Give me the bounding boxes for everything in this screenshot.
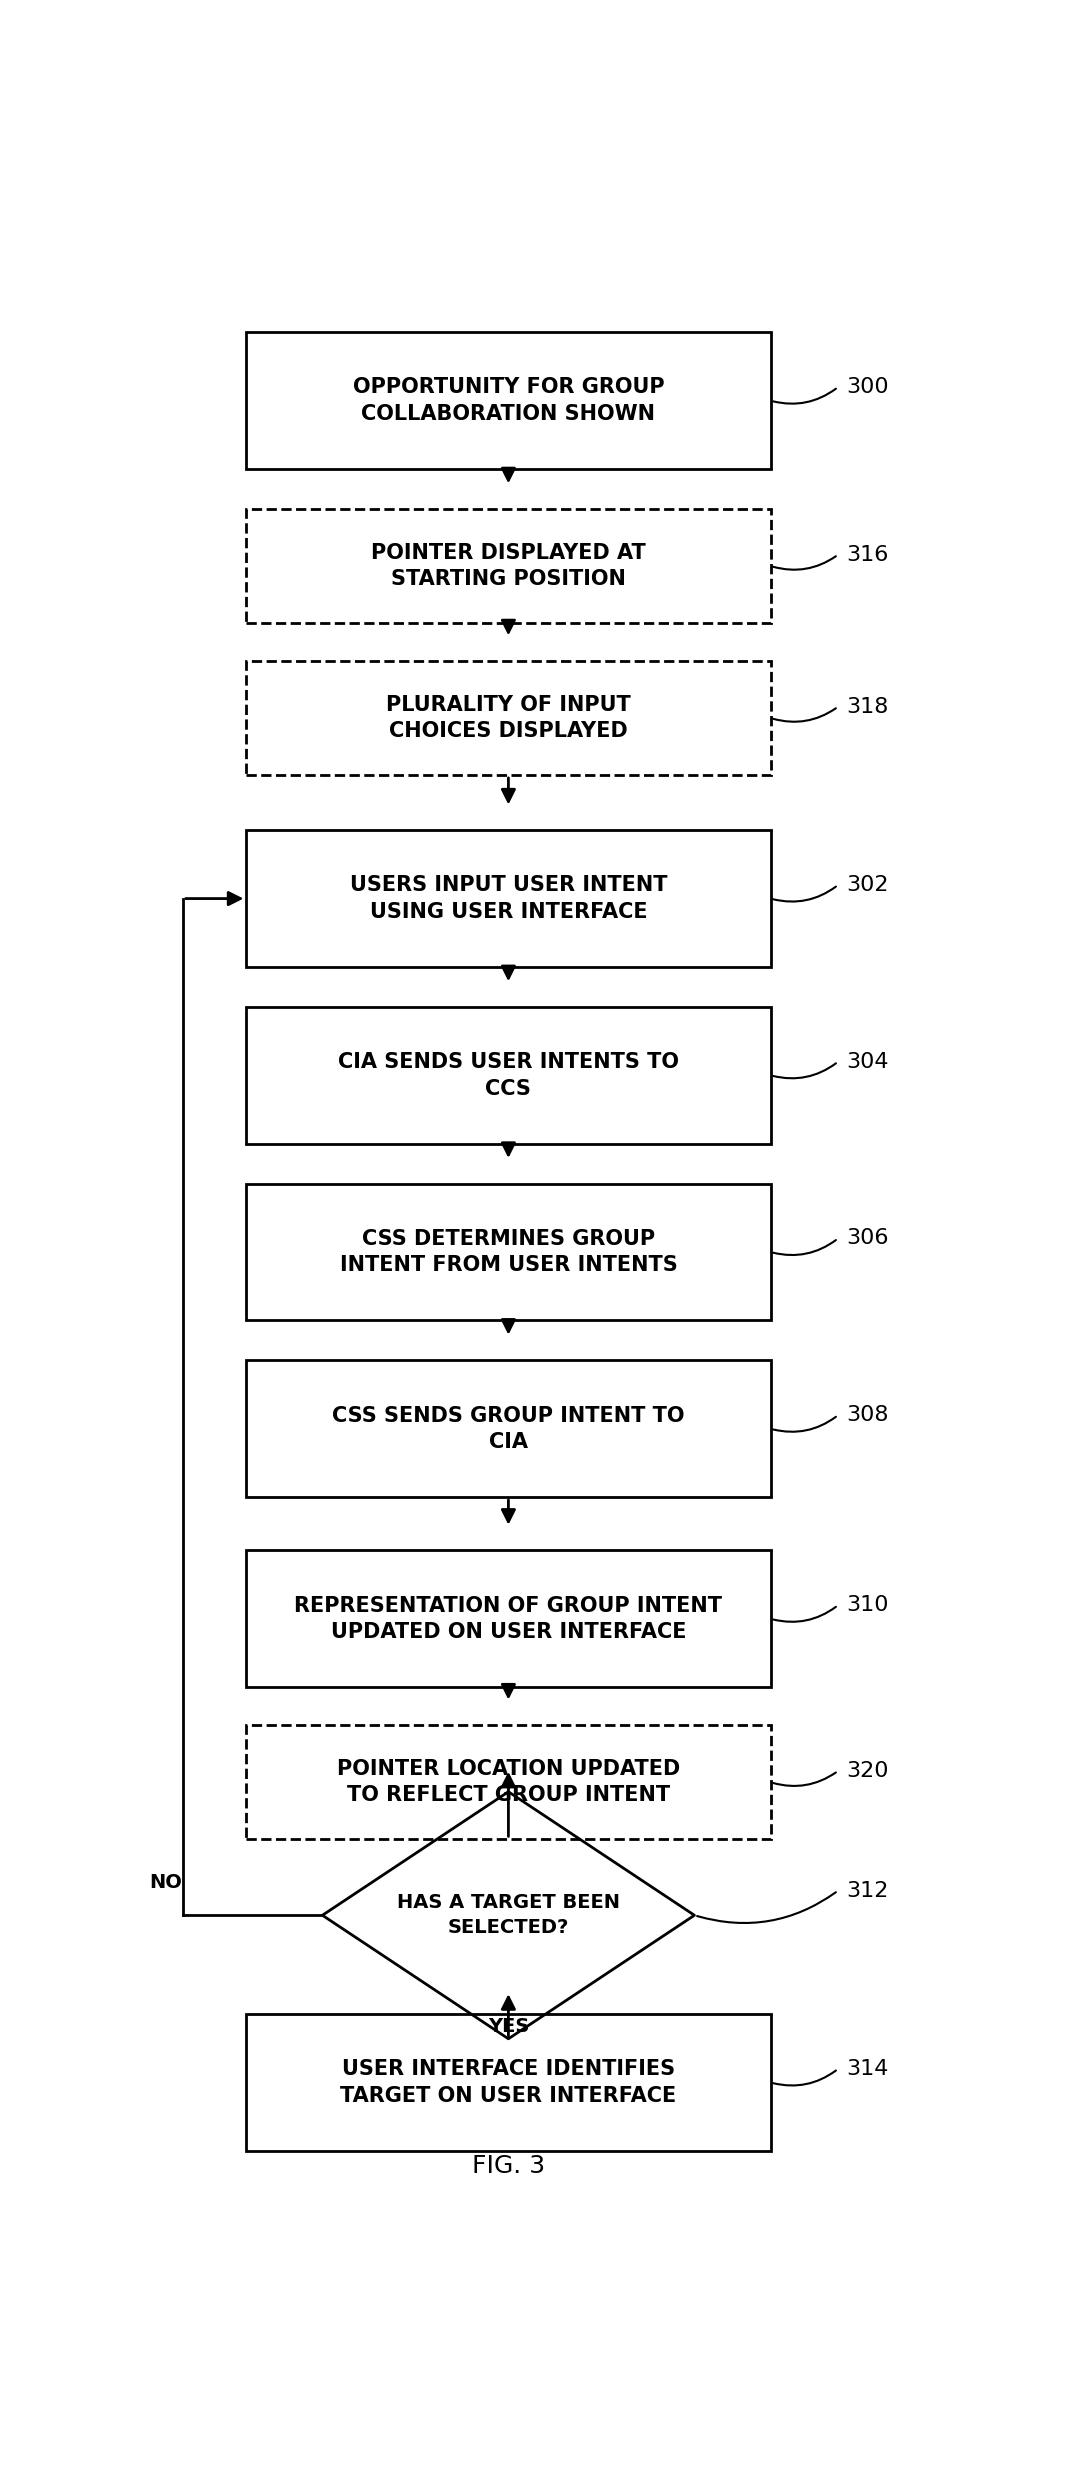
Text: 306: 306: [847, 1229, 889, 1249]
Text: OPPORTUNITY FOR GROUP
COLLABORATION SHOWN: OPPORTUNITY FOR GROUP COLLABORATION SHOW…: [352, 378, 664, 424]
Bar: [247, 1185, 770, 1320]
Text: FIG. 3: FIG. 3: [471, 2155, 546, 2179]
Text: PLURALITY OF INPUT
CHOICES DISPLAYED: PLURALITY OF INPUT CHOICES DISPLAYED: [386, 696, 631, 740]
Text: HAS A TARGET BEEN
SELECTED?: HAS A TARGET BEEN SELECTED?: [397, 1893, 620, 1937]
Text: CSS SENDS GROUP INTENT TO
CIA: CSS SENDS GROUP INTENT TO CIA: [332, 1407, 685, 1451]
Bar: [247, 508, 770, 622]
Bar: [247, 1360, 770, 1498]
Text: USERS INPUT USER INTENT
USING USER INTERFACE: USERS INPUT USER INTENT USING USER INTER…: [349, 876, 668, 921]
Text: 304: 304: [847, 1051, 889, 1071]
Text: 320: 320: [847, 1760, 889, 1782]
Bar: [247, 1725, 770, 1839]
Text: 314: 314: [847, 2058, 889, 2078]
Text: 312: 312: [847, 1881, 889, 1900]
Text: 302: 302: [847, 874, 889, 896]
Bar: [247, 661, 770, 775]
Bar: [247, 1550, 770, 1688]
Text: USER INTERFACE IDENTIFIES
TARGET ON USER INTERFACE: USER INTERFACE IDENTIFIES TARGET ON USER…: [340, 2058, 676, 2105]
Text: CIA SENDS USER INTENTS TO
CCS: CIA SENDS USER INTENTS TO CCS: [338, 1051, 679, 1098]
Text: 316: 316: [847, 545, 889, 565]
Text: POINTER DISPLAYED AT
STARTING POSITION: POINTER DISPLAYED AT STARTING POSITION: [371, 543, 646, 590]
Bar: [247, 2014, 770, 2152]
Text: 310: 310: [847, 1594, 889, 1614]
Text: REPRESENTATION OF GROUP INTENT
UPDATED ON USER INTERFACE: REPRESENTATION OF GROUP INTENT UPDATED O…: [295, 1597, 722, 1641]
Bar: [247, 1007, 770, 1143]
Text: 308: 308: [847, 1404, 889, 1424]
Text: POINTER LOCATION UPDATED
TO REFLECT GROUP INTENT: POINTER LOCATION UPDATED TO REFLECT GROU…: [337, 1760, 680, 1807]
Bar: [247, 829, 770, 967]
Text: 300: 300: [847, 378, 889, 397]
Text: NO: NO: [149, 1873, 182, 1893]
Bar: [247, 333, 770, 469]
Text: 318: 318: [847, 696, 889, 716]
Text: CSS DETERMINES GROUP
INTENT FROM USER INTENTS: CSS DETERMINES GROUP INTENT FROM USER IN…: [339, 1229, 678, 1276]
Text: YES: YES: [488, 2016, 529, 2036]
